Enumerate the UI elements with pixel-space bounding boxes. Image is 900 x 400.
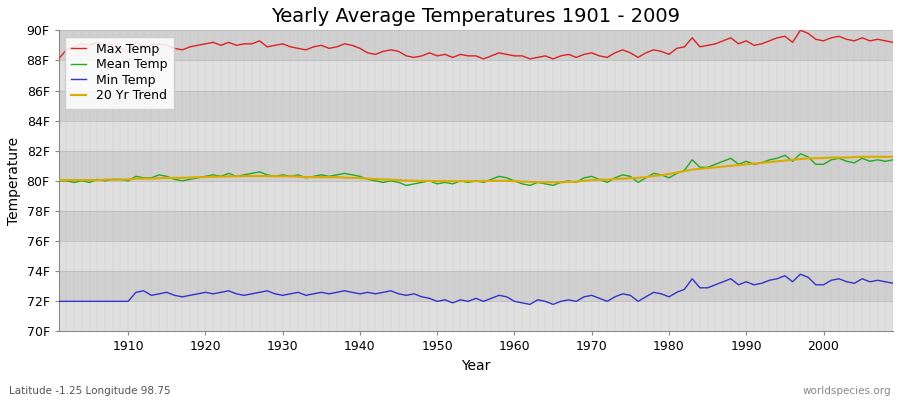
Mean Temp	[285, 174, 296, 179]
Mean Temp	[53, 178, 64, 183]
20 Yr Trend	[331, 175, 342, 180]
Mean Temp	[609, 176, 620, 180]
20 Yr Trend	[857, 154, 868, 159]
Text: worldspecies.org: worldspecies.org	[803, 386, 891, 396]
Mean Temp	[115, 177, 126, 182]
Line: Mean Temp: Mean Temp	[58, 154, 893, 185]
Max Temp	[115, 46, 126, 51]
Min Temp	[609, 294, 620, 299]
Bar	[58, 181, 893, 211]
Min Temp	[509, 299, 520, 304]
Max Temp	[331, 44, 342, 49]
Min Temp	[331, 290, 342, 295]
Max Temp	[285, 44, 296, 49]
Bar	[58, 271, 893, 301]
Line: Max Temp: Max Temp	[58, 30, 893, 59]
Bar	[58, 60, 893, 90]
Bar	[58, 211, 893, 241]
20 Yr Trend	[115, 177, 126, 182]
Min Temp	[795, 272, 806, 277]
Min Temp	[285, 292, 296, 296]
Mean Temp	[887, 157, 898, 162]
20 Yr Trend	[887, 154, 898, 159]
20 Yr Trend	[501, 178, 512, 183]
20 Yr Trend	[53, 178, 64, 182]
Bar	[58, 151, 893, 181]
Min Temp	[525, 302, 535, 307]
20 Yr Trend	[540, 180, 551, 185]
Text: Latitude -1.25 Longitude 98.75: Latitude -1.25 Longitude 98.75	[9, 386, 171, 396]
Line: 20 Yr Trend: 20 Yr Trend	[58, 157, 893, 182]
Bar	[58, 301, 893, 332]
Line: Min Temp: Min Temp	[58, 274, 893, 304]
Max Temp	[509, 54, 520, 58]
Mean Temp	[795, 151, 806, 156]
X-axis label: Year: Year	[461, 359, 491, 373]
Bar	[58, 90, 893, 121]
Bar	[58, 121, 893, 151]
20 Yr Trend	[285, 174, 296, 179]
Max Temp	[602, 55, 613, 60]
Min Temp	[53, 299, 64, 304]
Mean Temp	[517, 182, 527, 186]
Title: Yearly Average Temperatures 1901 - 2009: Yearly Average Temperatures 1901 - 2009	[272, 7, 680, 26]
Max Temp	[887, 40, 898, 45]
Min Temp	[501, 294, 512, 299]
Max Temp	[501, 52, 512, 57]
Mean Temp	[400, 183, 411, 188]
20 Yr Trend	[609, 177, 620, 182]
Mean Temp	[331, 172, 342, 177]
Mean Temp	[509, 178, 520, 183]
Max Temp	[53, 56, 64, 61]
Bar	[58, 30, 893, 60]
20 Yr Trend	[509, 179, 520, 184]
Y-axis label: Temperature: Temperature	[7, 137, 21, 225]
Min Temp	[115, 299, 126, 304]
Legend: Max Temp, Mean Temp, Min Temp, 20 Yr Trend: Max Temp, Mean Temp, Min Temp, 20 Yr Tre…	[65, 36, 174, 108]
Min Temp	[887, 281, 898, 286]
Bar	[58, 241, 893, 271]
Max Temp	[795, 28, 806, 33]
